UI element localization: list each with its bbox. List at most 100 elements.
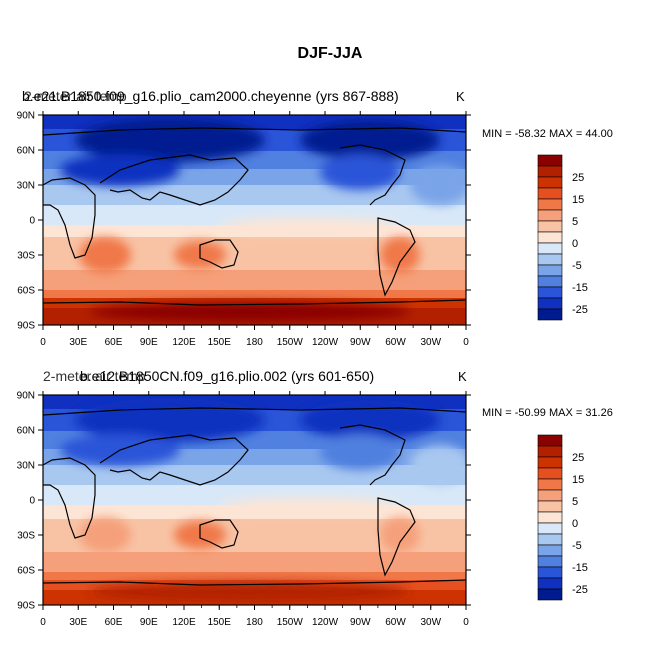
colorbar-cell <box>537 533 563 546</box>
y-tick-label: 0 <box>29 496 35 507</box>
colorbar-cell <box>537 445 563 458</box>
colorbar-cell <box>537 165 563 178</box>
colorbar-cell <box>537 577 563 590</box>
x-tick-label: 60W <box>385 337 406 348</box>
y-tick-label: 60N <box>17 146 35 157</box>
x-tick-label: 180 <box>246 617 263 628</box>
colorbar-cell <box>537 467 563 480</box>
x-tick-label: 30W <box>420 337 441 348</box>
x-tick-label: 120W <box>312 617 339 628</box>
y-tick-label: 60S <box>17 286 35 297</box>
colorbar-cell <box>537 308 563 321</box>
colorbar-cell <box>537 231 563 244</box>
colorbar-label: -25 <box>572 584 588 596</box>
colorbar-cell <box>537 264 563 277</box>
x-tick-label: 150E <box>208 337 232 348</box>
x-tick-label: 0 <box>40 617 46 628</box>
colorbar-cell <box>537 478 563 491</box>
colorbar-cell <box>537 434 563 447</box>
y-tick-label: 60S <box>17 566 35 577</box>
panel-2-units: K <box>458 369 467 384</box>
colorbar-cell <box>537 198 563 211</box>
colorbar-cell <box>537 220 563 233</box>
x-tick-label: 90W <box>350 617 371 628</box>
x-tick-label: 90W <box>350 337 371 348</box>
colorbar-label: 15 <box>572 194 584 206</box>
x-tick-label: 0 <box>40 337 46 348</box>
colorbar-cell <box>537 511 563 524</box>
x-tick-label: 30W <box>420 617 441 628</box>
x-tick-label: 60E <box>105 617 123 628</box>
x-tick-label: 90E <box>140 337 158 348</box>
panel-1-minmax: MIN = -58.32 MAX = 44.00 <box>482 128 613 140</box>
x-tick-label: 150E <box>208 617 232 628</box>
colorbar-cell <box>537 154 563 167</box>
colorbar-label: 0 <box>572 518 578 530</box>
x-tick-label: 60W <box>385 617 406 628</box>
x-tick-label: 90E <box>140 617 158 628</box>
colorbar-cell <box>537 187 563 200</box>
panel-2-overlay-title: 2-meter air temp <box>43 368 146 384</box>
colorbar-cell <box>537 176 563 189</box>
colorbar-cell <box>537 209 563 222</box>
x-tick-label: 30E <box>69 337 87 348</box>
y-tick-label: 30S <box>17 531 35 542</box>
colorbar-label: 5 <box>572 496 578 508</box>
panel-1-overlay-title: 2-meter air temp <box>24 88 127 104</box>
x-tick-label: 0 <box>463 617 469 628</box>
panel-1-units: K <box>456 89 465 104</box>
colorbar-label: 5 <box>572 216 578 228</box>
colorbar-cell <box>537 275 563 288</box>
colorbar-label: 25 <box>572 452 584 464</box>
y-tick-label: 30N <box>17 181 35 192</box>
colorbar-cell <box>537 522 563 535</box>
colorbar-cell <box>537 544 563 557</box>
colorbar-label: -15 <box>572 562 588 574</box>
x-tick-label: 120E <box>172 337 196 348</box>
colorbar-cell <box>537 489 563 502</box>
colorbar-label: -15 <box>572 282 588 294</box>
panel-2-minmax: MIN = -50.99 MAX = 31.26 <box>482 407 613 419</box>
colorbar-cell <box>537 297 563 310</box>
x-tick-label: 150W <box>277 337 304 348</box>
panel-2-axes: 0 30E 60E 90E 120E 150E 180 150W 120W 90W 60W 30W 09… <box>17 391 471 628</box>
panel-2-coastlines <box>43 407 466 586</box>
colorbar-label: -25 <box>572 304 588 316</box>
y-tick-label: 90S <box>17 321 35 332</box>
x-tick-label: 180 <box>246 337 263 348</box>
colorbar-cell <box>537 555 563 568</box>
colorbar-label: 15 <box>572 474 584 486</box>
colorbar-cell <box>537 242 563 255</box>
panel-1: 2-meter air temp b.e21.B1850.f09_g16.pli… <box>17 88 613 348</box>
panel-2-map <box>43 395 466 605</box>
panel-1-axes: 0 30E 60E 90E 120E 150E 180 150W 120W 90W 60W 30W 09… <box>17 111 471 348</box>
x-tick-label: 120W <box>312 337 339 348</box>
x-tick-label: 120E <box>172 617 196 628</box>
x-tick-label: 150W <box>277 617 304 628</box>
colorbar-label: 0 <box>572 238 578 250</box>
y-tick-label: 30N <box>17 461 35 472</box>
y-tick-label: 90S <box>17 601 35 612</box>
y-tick-label: 90N <box>17 111 35 122</box>
colorbar-label: -5 <box>572 540 582 552</box>
panel-1-map <box>43 115 466 325</box>
y-tick-label: 30S <box>17 251 35 262</box>
colorbar-label: -5 <box>572 260 582 272</box>
x-tick-label: 60E <box>105 337 123 348</box>
y-tick-label: 60N <box>17 426 35 437</box>
colorbar-label: 25 <box>572 172 584 184</box>
colorbar-cell <box>537 253 563 266</box>
colorbar-cell <box>537 456 563 469</box>
colorbar-cell <box>537 588 563 601</box>
panel-2-case-title: b.e12.B1850CN.f09_g16.plio.002 (yrs 601-… <box>80 368 374 384</box>
colorbar-cell <box>537 500 563 513</box>
colorbar-cell <box>537 286 563 299</box>
panel-1-coastlines <box>43 127 466 306</box>
panel-2: 2-meter air temp b.e12.B1850CN.f09_g16.p… <box>17 368 613 628</box>
figure-title: DJF-JJA <box>298 45 363 62</box>
panel-2-colorbar: 25 15 5 0 -5 -15 -25 <box>537 434 588 601</box>
x-tick-label: 0 <box>463 337 469 348</box>
panel-1-colorbar: 25 15 5 0 -5 -15 -25 <box>537 154 588 321</box>
y-tick-label: 90N <box>17 391 35 402</box>
